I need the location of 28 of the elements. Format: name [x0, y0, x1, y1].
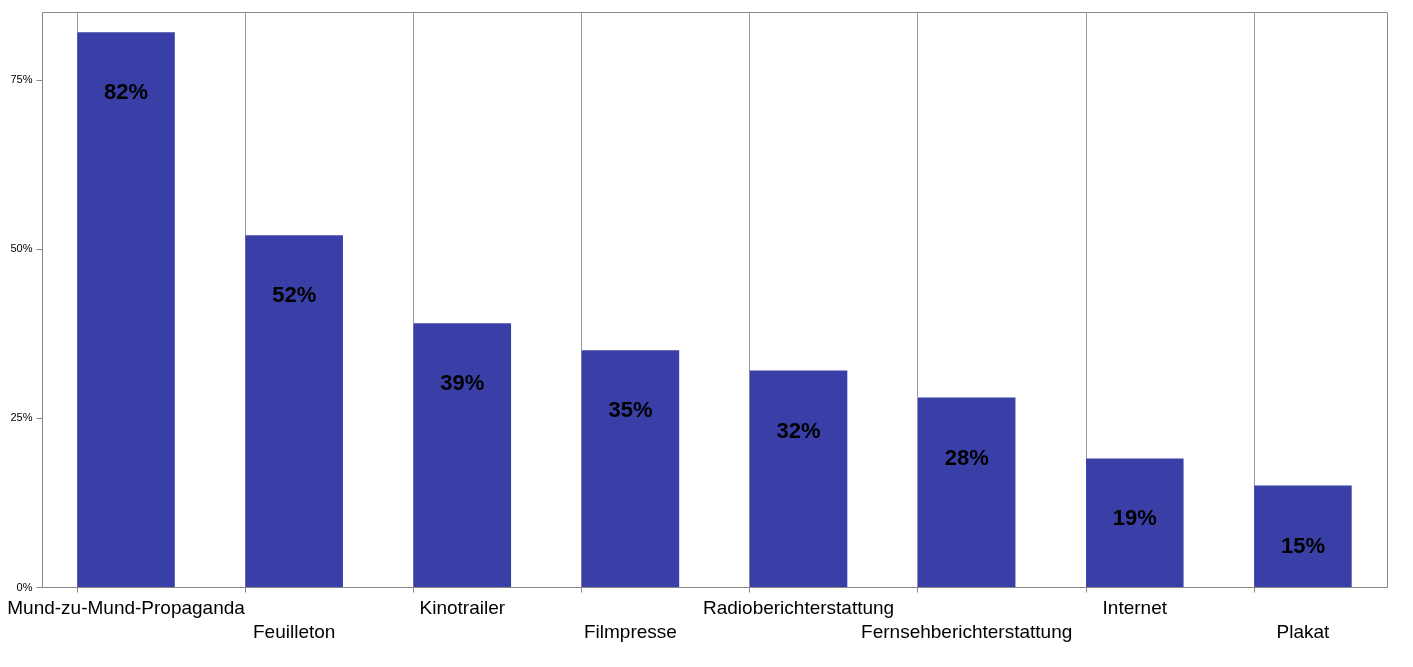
- x-tick-label: Filmpresse: [583, 620, 677, 642]
- data-label: 82%: [104, 79, 149, 105]
- bar: [581, 350, 680, 587]
- bar: [245, 235, 343, 587]
- x-tick-label: Fernsehberichterstattung: [861, 620, 1073, 642]
- data-label: 28%: [944, 444, 989, 470]
- data-label: 35%: [608, 397, 653, 423]
- x-tick-label: Mund-zu-Mund-Propaganda: [7, 596, 246, 618]
- x-tick-label: Feuilleton: [252, 620, 336, 642]
- y-tick-label: 75%: [10, 73, 33, 86]
- x-tick-label: Plakat: [1276, 620, 1331, 642]
- x-tick-label: Radioberichterstattung: [702, 596, 895, 618]
- bar: [1254, 485, 1352, 587]
- bar: [1086, 458, 1184, 587]
- data-label: 15%: [1280, 532, 1325, 558]
- y-tick-label: 50%: [10, 242, 33, 255]
- y-tick-label: 0%: [16, 580, 33, 593]
- bar: [917, 397, 1016, 587]
- bar: [749, 370, 848, 587]
- x-tick-label: Internet: [1102, 596, 1168, 618]
- bar: [77, 32, 175, 587]
- x-tick-label: Kinotrailer: [419, 596, 506, 618]
- y-tick-label: 25%: [10, 411, 33, 424]
- data-label: 52%: [272, 282, 317, 308]
- bar: [413, 323, 512, 587]
- data-label: 32%: [776, 417, 821, 443]
- data-label: 39%: [440, 370, 485, 396]
- data-label: 19%: [1112, 505, 1157, 531]
